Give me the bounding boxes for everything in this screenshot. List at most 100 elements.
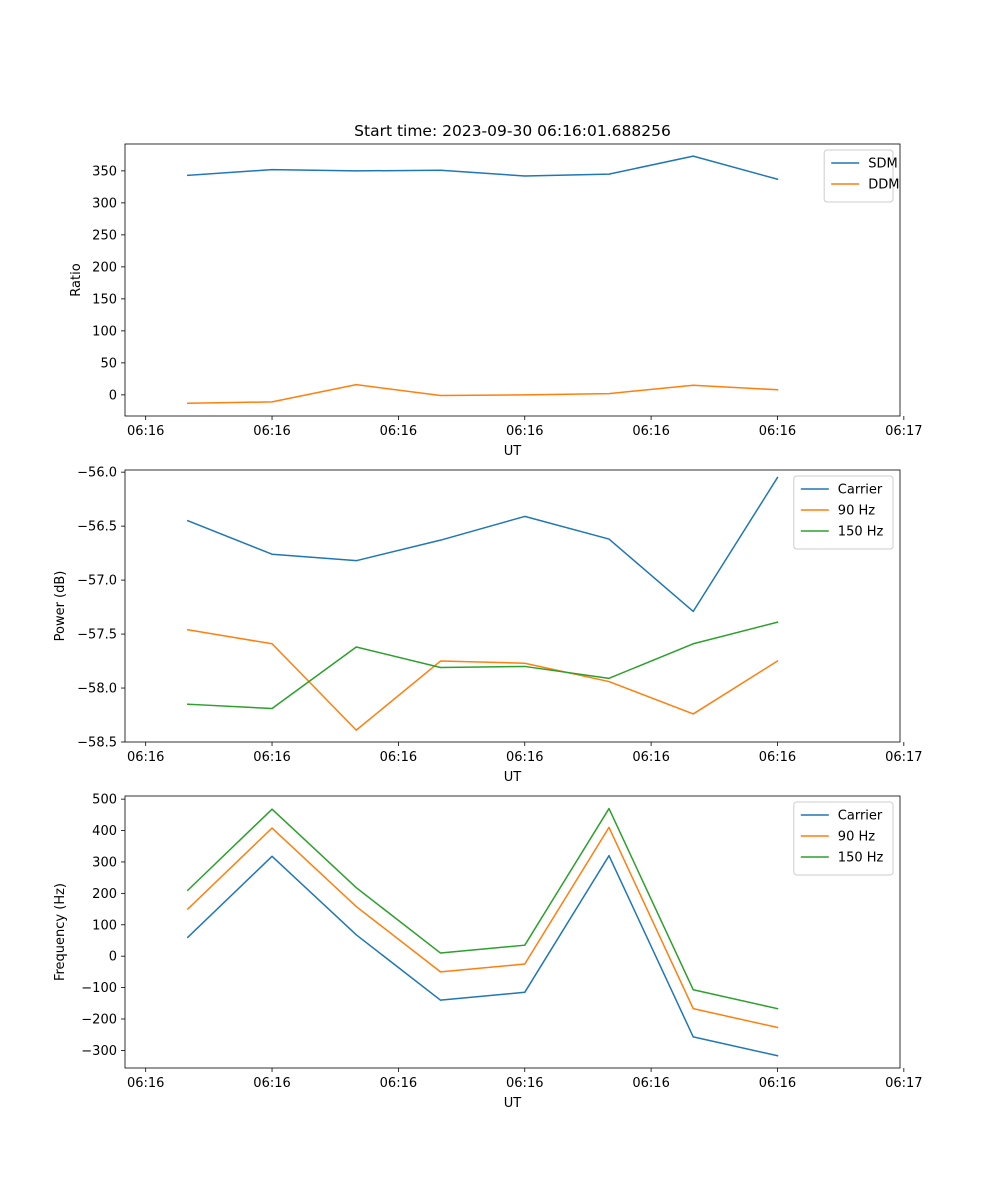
ratio-data-point-ddm [355,384,357,386]
power-data-point-150-hz [608,677,610,679]
power-data-point-90-hz [271,643,273,645]
frequency-y-tick-label: 400 [92,824,117,839]
ratio-x-tick-label: 06:17 [885,424,922,439]
power-legend-label-150-hz: 150 Hz [838,525,884,540]
power-data-point-carrier [608,538,610,540]
frequency-series-line-150-hz [186,807,779,1010]
frequency-data-point-90-hz [355,905,357,908]
frequency-x-axis-label: UT [504,1096,522,1111]
frequency-data-point-carrier [692,1036,694,1038]
power-x-tick-label: 06:16 [632,750,669,765]
frequency-x-tick-label: 06:16 [127,1076,164,1091]
power-data-point-carrier [187,520,189,522]
frequency-x-tick-label: 06:16 [380,1076,417,1091]
frequency-data-point-carrier [187,936,189,938]
ratio-data-point-sdm [439,169,442,171]
ratio-data-point-sdm [524,175,526,177]
frequency-data-point-150-hz [608,807,610,810]
ratio-x-tick-label: 06:16 [759,424,796,439]
ratio-y-tick-label: 200 [92,260,117,275]
power-panel: 06:16 06:16 06:16 06:16 06:16 06:16 06:17 −58.5… [53,466,923,785]
power-data-point-150-hz [524,665,526,668]
frequency-data-point-90-hz [608,826,610,829]
frequency-data-point-carrier [271,855,273,857]
power-x-tick-label: 06:16 [127,750,164,765]
power-x-tick-label: 06:16 [253,750,290,765]
frequency-legend-label-carrier: Carrier [838,809,883,824]
power-data-point-carrier [776,476,779,479]
power-x-tick-label: 06:17 [885,750,922,765]
ratio-data-point-sdm [271,169,273,171]
frequency-y-tick-label: 300 [92,855,117,870]
frequency-data-point-90-hz [524,963,526,965]
power-y-tick-label: −57.5 [77,628,117,643]
power-y-tick-label: −56.5 [77,520,117,535]
ratio-data-point-sdm [355,170,357,172]
frequency-data-point-150-hz [355,887,357,889]
frequency-data-point-carrier [776,1055,779,1057]
ratio-x-tick-label: 06:16 [380,424,417,439]
power-x-tick-label: 06:16 [759,750,796,765]
power-y-tick-label: −57.0 [77,574,117,589]
frequency-y-tick-label: 200 [92,887,117,902]
power-y-tick-label: −58.5 [77,736,117,751]
frequency-data-point-150-hz [187,889,189,891]
power-axes-frame [124,469,901,743]
frequency-y-tick-label: 0 [109,950,117,965]
frequency-data-point-90-hz [271,827,273,829]
power-data-point-150-hz [355,646,357,648]
ratio-x-tick-label: 06:16 [506,424,543,439]
ratio-data-point-ddm [608,393,610,395]
ratio-y-tick-label: 300 [92,196,117,211]
frequency-y-axis-label: Frequency (Hz) [53,883,68,981]
frequency-x-tick-label: 06:16 [759,1076,796,1091]
power-y-tick-label: −56.0 [77,466,117,481]
frequency-data-point-90-hz [439,971,442,973]
frequency-x-tick-label: 06:16 [253,1076,290,1091]
frequency-data-point-carrier [355,934,357,936]
power-y-tick-label: −58.0 [77,682,117,697]
ratio-data-point-ddm [524,394,526,396]
frequency-x-tick-label: 06:16 [632,1076,669,1091]
power-data-point-carrier [271,553,273,555]
ratio-x-tick-label: 06:16 [632,424,669,439]
ratio-legend-label-ddm: DDM [868,178,899,193]
power-data-point-90-hz [524,662,526,664]
ratio-data-point-sdm [692,155,694,157]
ratio-y-tick-label: 350 [92,164,117,179]
frequency-data-point-90-hz [692,1008,694,1010]
power-y-axis-label: Power (dB) [53,571,68,642]
power-data-point-150-hz [439,666,442,669]
power-data-point-150-hz [692,643,694,645]
ratio-data-point-ddm [692,384,694,386]
ratio-x-axis-label: UT [504,444,522,459]
power-legend-label-carrier: Carrier [838,483,883,498]
ratio-panel: 06:16 06:16 06:16 06:16 06:16 06:16 06:17 0 50 10… [69,143,923,459]
ratio-y-tick-label: 100 [92,324,117,339]
frequency-legend-label-90-hz: 90 Hz [838,830,875,845]
ratio-data-point-ddm [187,402,189,404]
frequency-axes-frame [124,795,901,1069]
ratio-series-line-sdm [187,155,779,181]
frequency-data-point-90-hz [776,1026,779,1029]
power-data-point-carrier [355,560,357,562]
power-data-point-90-hz [692,713,694,715]
power-data-point-150-hz [187,703,189,705]
power-series-line-carrier [186,476,779,613]
frequency-legend-label-150-hz: 150 Hz [838,851,884,866]
frequency-x-tick-label: 06:16 [506,1076,543,1091]
frequency-data-point-90-hz [187,908,189,910]
power-data-point-150-hz [271,707,273,710]
power-data-point-150-hz [776,621,779,623]
ratio-data-point-ddm [271,401,273,403]
frequency-data-point-150-hz [776,1008,779,1010]
power-x-tick-label: 06:16 [380,750,417,765]
frequency-series-line-carrier [186,854,779,1057]
frequency-data-point-carrier [439,999,442,1001]
power-series-line-150-hz [187,621,779,710]
power-data-point-carrier [524,515,526,518]
ratio-y-axis-label: Ratio [69,263,84,296]
ratio-x-tick-label: 06:16 [253,424,290,439]
power-series-line-90-hz [186,628,779,731]
